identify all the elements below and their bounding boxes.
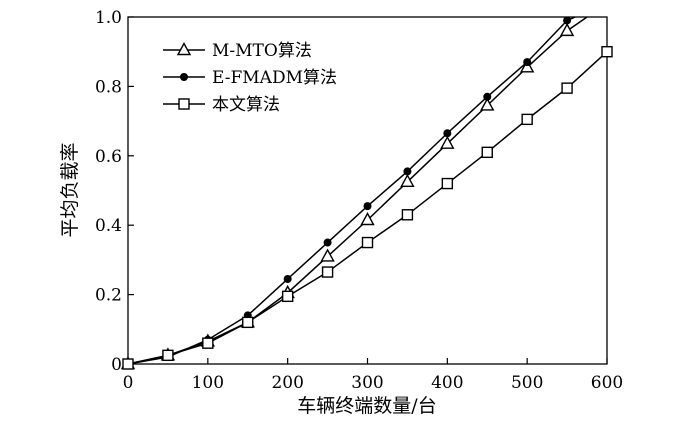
- x-tick-label: 0: [123, 373, 134, 393]
- data-point: [481, 146, 493, 159]
- data-point: [480, 97, 495, 111]
- legend-item: E-FMADM算法: [163, 68, 337, 88]
- x-tick-label: 600: [591, 373, 623, 393]
- y-tick-label: 0.6: [95, 147, 122, 167]
- data-point: [360, 212, 375, 226]
- data-point: [483, 92, 492, 101]
- legend-marker: [178, 98, 190, 110]
- series-2: [124, 16, 576, 368]
- data-point: [403, 167, 412, 176]
- data-point: [363, 202, 372, 211]
- data-point: [523, 58, 532, 67]
- data-point: [162, 349, 174, 362]
- legend-item: M-MTO算法: [163, 41, 312, 61]
- y-tick-label: 0.4: [95, 216, 122, 236]
- legend-label: 本文算法: [212, 95, 280, 115]
- y-tick-label: 0.8: [95, 77, 122, 97]
- data-point: [283, 274, 292, 283]
- legend-item: 本文算法: [163, 95, 280, 115]
- y-tick-label: 0.2: [95, 286, 122, 306]
- data-point: [440, 135, 455, 149]
- data-point: [321, 266, 334, 278]
- series-3: [122, 46, 613, 370]
- data-point: [561, 82, 573, 94]
- x-tick-label: 200: [271, 373, 303, 393]
- data-point: [320, 248, 335, 262]
- y-axis-label: 平均负载率: [59, 142, 81, 237]
- data-point: [563, 16, 572, 25]
- data-point: [323, 238, 332, 247]
- data-point: [519, 59, 535, 73]
- data-point: [361, 236, 374, 249]
- x-axis-label: 车辆终端数量/台: [297, 395, 436, 417]
- data-point: [401, 209, 414, 221]
- data-point: [601, 46, 613, 58]
- data-point: [400, 173, 415, 188]
- data-point: [242, 316, 254, 329]
- x-axis: 0 100 200 300 400 500 600: [123, 358, 623, 393]
- data-point: [122, 358, 134, 370]
- x-tick-label: 500: [511, 373, 543, 393]
- x-tick-label: 100: [192, 373, 224, 393]
- y-tick-label: 1.0: [95, 8, 122, 28]
- legend-marker: [180, 73, 188, 81]
- data-point: [559, 22, 575, 37]
- y-axis: 0 0.2 0.4 0.6 0.8 1.0: [95, 8, 134, 375]
- legend-label: E-FMADM算法: [212, 68, 337, 88]
- series-layer: [120, 16, 613, 370]
- legend-label: M-MTO算法: [212, 41, 312, 61]
- data-point: [281, 290, 294, 303]
- data-point: [202, 337, 214, 349]
- y-tick-label: 0: [111, 355, 122, 375]
- legend-marker: [176, 42, 192, 56]
- x-tick-label: 300: [351, 373, 383, 393]
- series-line: [127, 16, 576, 365]
- plot-frame: [127, 16, 608, 365]
- data-point: [521, 113, 533, 126]
- x-tick-label: 400: [431, 373, 463, 393]
- data-point: [443, 129, 452, 138]
- data-point: [441, 177, 454, 190]
